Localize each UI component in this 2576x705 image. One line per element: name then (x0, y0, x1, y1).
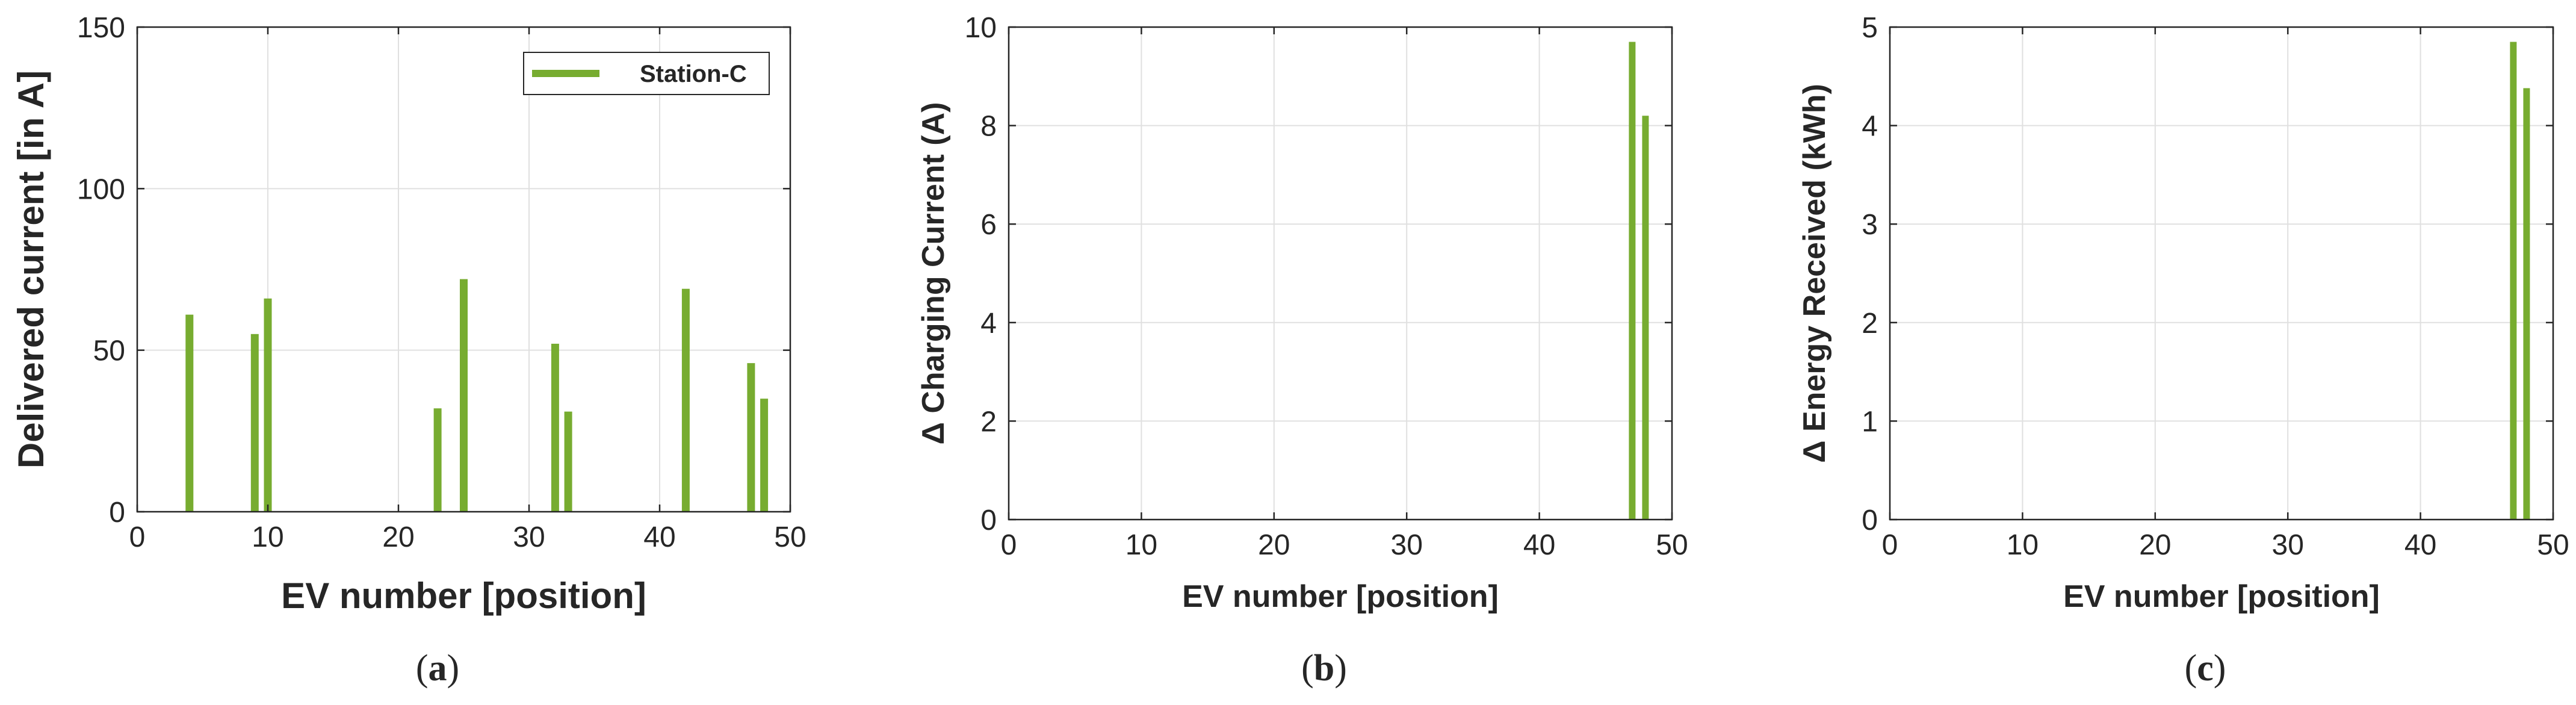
x-tick-label: 20 (2139, 529, 2171, 561)
panel-caption: (a) (416, 648, 459, 689)
y-tick-label: 1 (1862, 406, 1878, 438)
x-tick-label: 10 (252, 521, 283, 553)
y-tick-label: 50 (93, 335, 125, 367)
y-tick-label: 0 (109, 497, 125, 529)
x-axis-label: EV number [position] (281, 576, 646, 616)
axes-box (1008, 26, 1673, 521)
x-tick-label: 40 (1523, 529, 1555, 561)
y-tick-label: 10 (965, 12, 997, 44)
bar-ev-48 (1642, 116, 1649, 520)
bar-ev-48 (760, 399, 769, 512)
panel-caption: (b) (1301, 648, 1347, 689)
y-tick-label: 8 (980, 111, 997, 143)
panel-caption: (c) (2185, 648, 2226, 689)
y-axis-label: Δ Energy Received (kWh) (1797, 84, 1832, 463)
bar-ev-32 (551, 343, 559, 512)
chart-panel-c: 0 10 20 30 40 50 0 1 2 3 4 5 EV number [position] Δ E… (1797, 12, 2569, 689)
bar-ev-9 (250, 334, 259, 512)
x-tick-label: 30 (513, 521, 545, 553)
plot-area (1890, 27, 2553, 520)
x-tick-label: 20 (382, 521, 414, 553)
x-tick-label: 30 (1391, 529, 1423, 561)
y-tick-label: 150 (77, 12, 125, 44)
x-tick-label: 0 (1001, 529, 1017, 561)
axes-box (136, 26, 791, 513)
plot-area (1009, 27, 1672, 520)
x-tick-label: 50 (1656, 529, 1688, 561)
y-tick-label: 0 (980, 505, 997, 536)
bar-ev-25 (460, 279, 468, 512)
y-tick-label: 0 (1862, 505, 1878, 536)
x-tick-label: 40 (2404, 529, 2436, 561)
bar-ev-48 (2523, 88, 2530, 520)
chart-panel-a: 0 10 20 30 40 50 0 50 100 150 EV number [position]… (11, 12, 807, 689)
y-tick-label: 2 (1862, 308, 1878, 340)
x-tick-label: 50 (2537, 529, 2569, 561)
bar-ev-33 (564, 411, 572, 512)
y-tick-label: 6 (980, 209, 997, 241)
x-axis-label: EV number [position] (1182, 579, 1499, 614)
x-axis-label: EV number [position] (2063, 579, 2380, 614)
x-tick-label: 50 (774, 521, 806, 553)
x-tick-label: 10 (2007, 529, 2039, 561)
legend-swatch (532, 70, 599, 77)
y-tick-label: 100 (77, 173, 125, 205)
bar-ev-10 (264, 298, 272, 512)
y-tick-label: 4 (1862, 111, 1878, 143)
x-tick-label: 20 (1258, 529, 1290, 561)
bar-ev-23 (433, 408, 442, 512)
x-tick-label: 40 (643, 521, 675, 553)
y-tick-label: 4 (980, 308, 997, 340)
y-tick-label: 2 (980, 406, 997, 438)
chart-panel-b: 0 10 20 30 40 50 0 2 4 6 8 10 EV number [position] Δ … (916, 12, 1688, 689)
legend-entry: Station-C (640, 61, 747, 87)
axes-box (1889, 26, 2554, 521)
bar-ev-42 (681, 288, 690, 512)
bar-ev-4 (185, 314, 194, 512)
y-tick-label: 5 (1862, 12, 1878, 44)
bar-ev-47 (1629, 42, 1636, 520)
x-tick-label: 30 (2272, 529, 2304, 561)
y-tick-label: 3 (1862, 209, 1878, 241)
x-tick-label: 10 (1125, 529, 1157, 561)
y-axis-label: Delivered current [in A] (11, 70, 51, 468)
bar-ev-47 (747, 363, 755, 512)
x-tick-label: 0 (1882, 529, 1898, 561)
bar-ev-47 (2510, 42, 2517, 520)
x-tick-label: 0 (129, 521, 146, 553)
y-axis-label: Δ Charging Current (A) (916, 102, 951, 445)
